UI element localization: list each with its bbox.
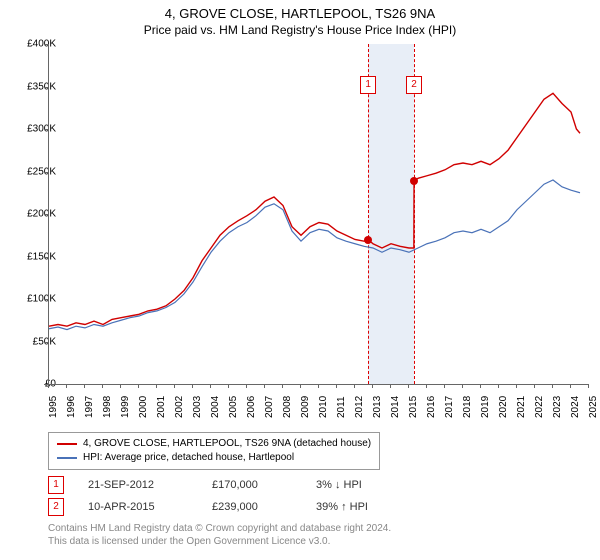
marker-box: 1 (360, 76, 376, 94)
row-pct: 3% ↓ HPI (316, 479, 406, 491)
row-date: 21-SEP-2012 (88, 479, 188, 491)
x-tick-label: 2022 (534, 396, 545, 418)
row-marker: 1 (48, 476, 64, 494)
footer: Contains HM Land Registry data © Crown c… (48, 522, 391, 548)
row-price: £170,000 (212, 479, 292, 491)
x-tick-label: 2020 (498, 396, 509, 418)
x-tick-label: 2014 (390, 396, 401, 418)
x-tick-label: 2006 (246, 396, 257, 418)
series-line (49, 93, 580, 326)
transactions-table: 1 21-SEP-2012 £170,000 3% ↓ HPI 2 10-APR… (48, 474, 406, 518)
x-tick-label: 2018 (462, 396, 473, 418)
x-tick-label: 2024 (570, 396, 581, 418)
marker-dot (410, 177, 418, 185)
chart-subtitle: Price paid vs. HM Land Registry's House … (0, 21, 600, 37)
x-tick-label: 1999 (120, 396, 131, 418)
legend-label: HPI: Average price, detached house, Hart… (83, 451, 294, 465)
marker-box: 2 (406, 76, 422, 94)
x-tick-label: 2003 (192, 396, 203, 418)
row-marker: 2 (48, 498, 64, 516)
table-row: 1 21-SEP-2012 £170,000 3% ↓ HPI (48, 474, 406, 496)
x-tick-label: 2010 (318, 396, 329, 418)
x-tick-label: 2011 (336, 396, 347, 418)
legend-label: 4, GROVE CLOSE, HARTLEPOOL, TS26 9NA (de… (83, 437, 371, 451)
chart-container: 4, GROVE CLOSE, HARTLEPOOL, TS26 9NA Pri… (0, 0, 600, 560)
x-tick-label: 2012 (354, 396, 365, 418)
x-tick-label: 2004 (210, 396, 221, 418)
marker-dot (364, 236, 372, 244)
legend: 4, GROVE CLOSE, HARTLEPOOL, TS26 9NA (de… (48, 432, 380, 470)
x-tick-label: 2002 (174, 396, 185, 418)
x-tick-label: 2023 (552, 396, 563, 418)
plot-area: 12 (48, 44, 589, 385)
x-tick-label: 1998 (102, 396, 113, 418)
x-tick-label: 1996 (66, 396, 77, 418)
x-tick-label: 2000 (138, 396, 149, 418)
row-date: 10-APR-2015 (88, 501, 188, 513)
row-price: £239,000 (212, 501, 292, 513)
footer-line: This data is licensed under the Open Gov… (48, 535, 391, 548)
footer-line: Contains HM Land Registry data © Crown c… (48, 522, 391, 535)
legend-row: HPI: Average price, detached house, Hart… (57, 451, 371, 465)
x-tick-label: 2001 (156, 396, 167, 418)
x-tick-label: 2025 (588, 396, 599, 418)
legend-row: 4, GROVE CLOSE, HARTLEPOOL, TS26 9NA (de… (57, 437, 371, 451)
x-tick-label: 1997 (84, 396, 95, 418)
legend-swatch (57, 443, 77, 445)
chart-title: 4, GROVE CLOSE, HARTLEPOOL, TS26 9NA (0, 0, 600, 21)
x-tick-label: 2016 (426, 396, 437, 418)
x-tick-label: 2021 (516, 396, 527, 418)
x-tick-label: 1995 (48, 396, 59, 418)
x-tick-label: 2019 (480, 396, 491, 418)
row-pct: 39% ↑ HPI (316, 501, 406, 513)
x-tick-label: 2015 (408, 396, 419, 418)
x-tick-label: 2008 (282, 396, 293, 418)
x-tick-label: 2017 (444, 396, 455, 418)
x-tick-label: 2005 (228, 396, 239, 418)
chart-lines (49, 44, 589, 384)
legend-swatch (57, 457, 77, 459)
table-row: 2 10-APR-2015 £239,000 39% ↑ HPI (48, 496, 406, 518)
x-tick-label: 2007 (264, 396, 275, 418)
series-line (49, 180, 580, 330)
x-tick-label: 2009 (300, 396, 311, 418)
x-tick-label: 2013 (372, 396, 383, 418)
